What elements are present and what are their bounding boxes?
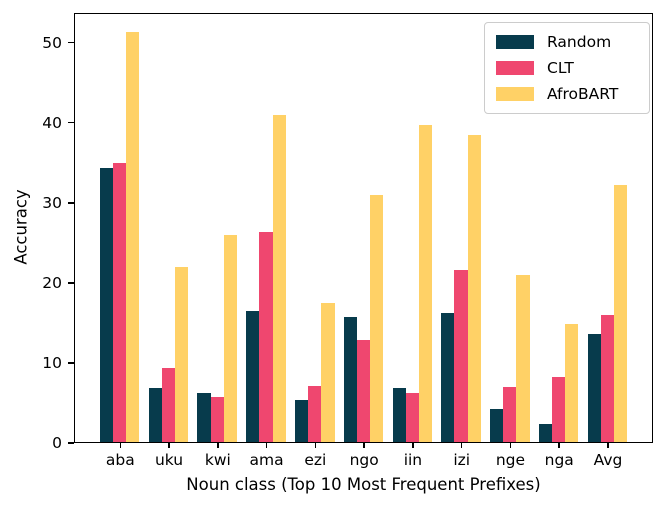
bar-random-ezi: [294, 399, 309, 442]
y-tick-label: 10: [42, 353, 62, 372]
x-tick-label-uku: uku: [154, 451, 184, 469]
bar-afrobart-aba: [126, 32, 140, 442]
x-tick-label-aba: aba: [105, 451, 135, 469]
y-tick-mark: [68, 201, 74, 204]
bar-clt-avg: [600, 315, 614, 442]
y-tick-mark: [68, 282, 74, 284]
bar-clt-ezi: [308, 385, 322, 442]
y-tick-label: 50: [42, 33, 62, 52]
x-tick-label-nge: nge: [495, 451, 526, 469]
x-tick-mark: [460, 443, 463, 448]
x-axis-label: Noun class (Top 10 Most Frequent Prefixe…: [186, 475, 541, 494]
bar-afrobart-ama: [272, 114, 286, 442]
bar-random-aba: [99, 168, 114, 442]
x-tick-label-kwi: kwi: [204, 451, 231, 469]
x-tick-mark: [558, 443, 561, 448]
x-tick-mark: [314, 443, 317, 448]
x-tick-label-ezi: ezi: [304, 451, 327, 469]
x-tick-label-nga: nga: [544, 451, 574, 469]
y-tick-mark: [68, 41, 74, 44]
x-tick-label-avg: Avg: [593, 451, 623, 469]
bar-afrobart-iin: [418, 124, 433, 442]
x-tick-mark: [363, 443, 365, 448]
y-tick-label: 30: [42, 193, 62, 212]
y-tick-label: 0: [52, 434, 62, 452]
bar-afrobart-nge: [516, 275, 530, 442]
bar-clt-nge: [503, 386, 517, 442]
bar-random-izi: [441, 313, 455, 442]
x-tick-mark: [412, 443, 414, 448]
bar-afrobart-ngo: [370, 195, 384, 442]
bar-clt-kwi: [210, 397, 224, 442]
legend-swatch: [496, 86, 534, 102]
bar-afrobart-ezi: [321, 302, 335, 442]
bar-clt-nga: [552, 377, 566, 442]
x-tick-mark: [217, 443, 219, 448]
bar-clt-izi: [454, 269, 468, 442]
legend-item-random: Random: [496, 33, 638, 51]
bar-afrobart-kwi: [223, 234, 238, 442]
bar-afrobart-uku: [175, 266, 189, 442]
legend-label: CLT: [547, 59, 574, 77]
legend-label: AfroBART: [547, 85, 619, 103]
bar-clt-aba: [113, 163, 127, 442]
legend-item-afrobart: AfroBART: [496, 85, 638, 103]
bar-random-uku: [148, 388, 162, 442]
y-tick-mark: [68, 442, 74, 444]
x-tick-label-iin: iin: [403, 451, 423, 469]
bar-afrobart-nga: [565, 323, 579, 442]
bar-random-kwi: [197, 393, 211, 442]
legend: Random CLT AfroBART: [484, 22, 650, 114]
bar-random-nge: [490, 409, 504, 442]
legend-label: Random: [547, 33, 612, 51]
x-tick-label-ama: ama: [249, 451, 284, 469]
legend-swatch: [496, 60, 534, 76]
bar-random-avg: [587, 333, 601, 442]
bar-afrobart-avg: [614, 184, 628, 442]
y-tick-label: 40: [42, 113, 62, 132]
x-tick-mark: [119, 443, 122, 448]
bar-random-ama: [246, 311, 260, 442]
bar-clt-uku: [161, 367, 176, 442]
bar-random-ngo: [343, 317, 357, 442]
x-tick-label-ngo: ngo: [349, 451, 379, 469]
x-tick-mark: [265, 443, 268, 448]
bar-clt-ama: [259, 232, 273, 442]
x-tick-label-izi: izi: [453, 451, 471, 469]
x-tick-mark: [168, 443, 170, 448]
bar-afrobart-izi: [467, 135, 481, 442]
bar-clt-iin: [405, 393, 419, 442]
bar-random-iin: [392, 388, 406, 442]
bar-clt-ngo: [356, 339, 371, 442]
y-tick-mark: [68, 362, 74, 364]
x-tick-mark: [607, 443, 609, 448]
x-tick-mark: [509, 443, 512, 448]
y-tick-mark: [68, 121, 74, 124]
legend-swatch: [496, 34, 534, 50]
bar-random-nga: [538, 424, 553, 442]
legend-item-clt: CLT: [496, 59, 638, 77]
y-tick-label: 20: [42, 273, 62, 292]
